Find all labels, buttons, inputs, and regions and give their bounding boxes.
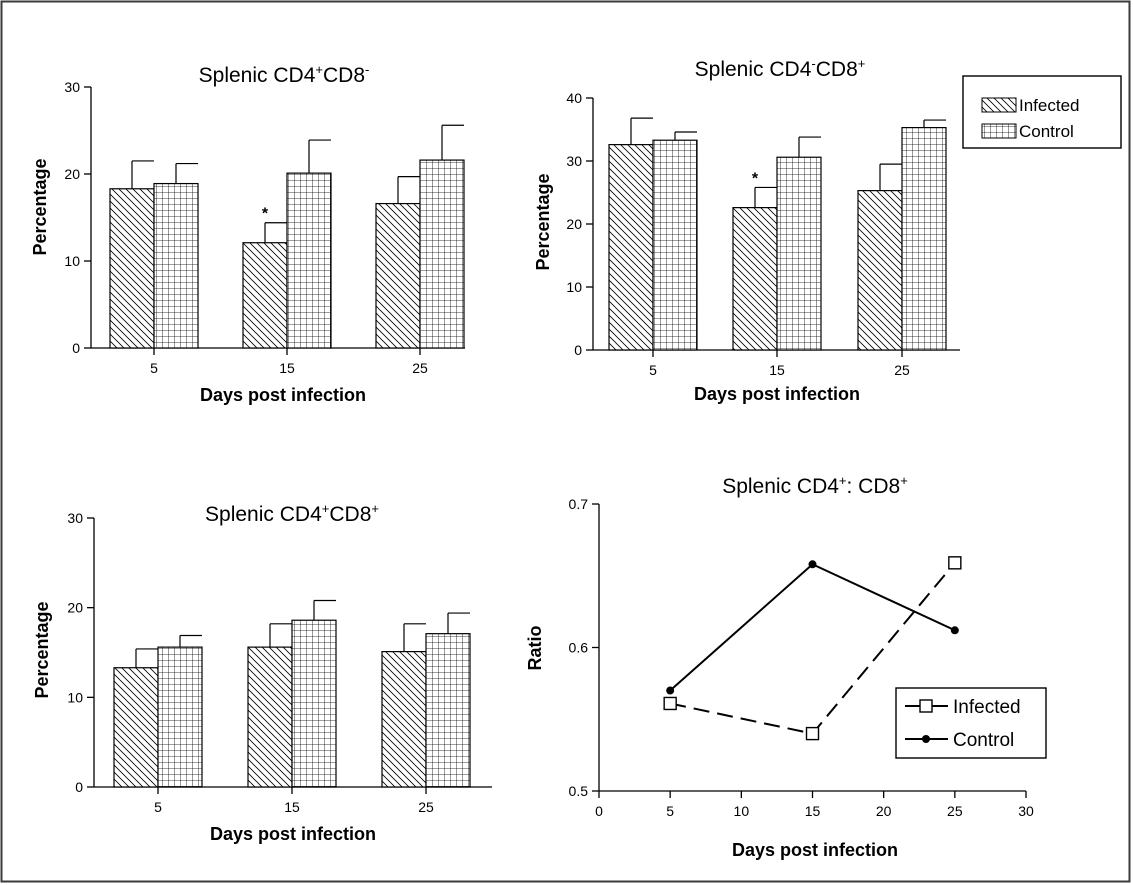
bar-control-day-5 [157, 646, 203, 788]
bar-control-day-25 [901, 127, 947, 351]
bar-control-day-25 [425, 633, 471, 788]
legend: Infected Control [895, 687, 1047, 759]
y-tick-label: 0.7 [569, 496, 589, 512]
chart-title: Splenic CD4+CD8+ [205, 501, 379, 526]
chart-title: Splenic CD4-CD8+ [695, 56, 866, 81]
y-tick-label: 0.6 [569, 640, 589, 656]
y-tick-label: 10 [566, 279, 582, 295]
bar-control-day-25 [419, 159, 465, 349]
legend-marker-control [922, 735, 930, 743]
y-tick-label: 20 [67, 600, 83, 616]
panel-splenic-cd4pos-cd8neg: Splenic CD4+CD8- 0 10 20 30 5 15 25 * Days pos… [30, 62, 465, 405]
x-axis-label: Days post infection [732, 840, 898, 860]
legend-label-infected: Infected [953, 697, 1021, 718]
bar-infected-day-5 [113, 667, 159, 788]
significance-marker: * [752, 170, 759, 187]
panel-splenic-cd4-cd8-ratio: Splenic CD4+: CD8+ 0.5 0.6 0.7 0 5 10 15 20 25 30… [525, 473, 1047, 860]
bar-control-day-15 [291, 619, 337, 788]
x-tick-label: 5 [666, 803, 674, 819]
y-tick-label: 10 [64, 253, 80, 269]
panel-splenic-cd4pos-cd8pos: Splenic CD4+CD8+ 0 10 20 30 5 15 25 Days post … [32, 501, 492, 844]
legend-marker-infected [919, 699, 933, 713]
point-infected-day-5 [663, 696, 677, 711]
x-tick-label: 5 [154, 799, 162, 815]
x-tick-label: 15 [279, 360, 295, 376]
x-tick-label: 25 [894, 362, 910, 378]
x-tick-label: 10 [734, 803, 750, 819]
legend-label-control: Control [953, 730, 1014, 751]
point-control-day-25 [950, 626, 959, 635]
y-tick-label: 20 [64, 166, 80, 182]
x-axis-label: Days post infection [210, 824, 376, 844]
bar-control-day-15 [286, 172, 332, 349]
bar-infected-day-5 [109, 188, 155, 349]
y-tick-label: 30 [67, 510, 83, 526]
y-axis-label: Percentage [30, 158, 50, 255]
bar-infected-day-15 [247, 646, 293, 788]
y-tick-label: 30 [64, 79, 80, 95]
x-tick-label: 5 [150, 360, 158, 376]
point-infected-day-25 [948, 556, 962, 570]
x-tick-label: 15 [769, 362, 785, 378]
point-infected-day-15 [805, 726, 820, 741]
legend-swatch-infected [981, 97, 1017, 113]
x-tick-label: 25 [418, 799, 434, 815]
legend: Infected Control [962, 75, 1122, 149]
y-axis-label: Percentage [533, 173, 553, 270]
bar-infected-day-15 [732, 207, 778, 351]
bar-control-day-15 [776, 156, 822, 351]
y-tick-label: 0 [574, 342, 582, 358]
x-tick-label: 30 [1018, 803, 1034, 819]
y-tick-label: 20 [566, 216, 582, 232]
chart-title: Splenic CD4+CD8- [199, 62, 370, 87]
y-axis-label: Ratio [525, 625, 545, 670]
y-tick-label: 0 [72, 340, 80, 356]
bar-infected-day-25 [381, 651, 427, 788]
significance-marker: * [262, 206, 269, 223]
legend-swatch-control [981, 123, 1017, 139]
bar-control-day-5 [153, 182, 199, 349]
x-tick-label: 15 [284, 799, 300, 815]
y-tick-label: 0 [75, 779, 83, 795]
x-axis-label: Days post infection [200, 385, 366, 405]
y-axis-label: Percentage [32, 601, 52, 698]
panel-splenic-cd4neg-cd8pos: Splenic CD4-CD8+ 0 10 20 30 40 5 15 25 * Days p… [533, 56, 1122, 404]
bar-infected-day-25 [857, 190, 903, 351]
x-axis-label: Days post infection [694, 384, 860, 404]
y-tick-label: 10 [67, 689, 83, 705]
x-tick-label: 0 [595, 803, 603, 819]
point-control-day-5 [666, 686, 675, 695]
point-control-day-15 [808, 560, 817, 569]
y-tick-label: 40 [566, 90, 582, 106]
x-tick-label: 25 [947, 803, 963, 819]
x-tick-label: 20 [876, 803, 892, 819]
x-tick-label: 15 [805, 803, 821, 819]
y-tick-label: 30 [566, 153, 582, 169]
chart-title: Splenic CD4+: CD8+ [722, 473, 908, 498]
legend-label-control: Control [1019, 122, 1074, 141]
x-tick-label: 25 [412, 360, 428, 376]
y-tick-label: 0.5 [569, 783, 589, 799]
bar-infected-day-25 [375, 202, 421, 349]
x-tick-label: 5 [649, 362, 657, 378]
legend-label-infected: Infected [1019, 96, 1080, 115]
bar-control-day-5 [652, 139, 698, 351]
bar-infected-day-15 [242, 242, 288, 349]
bar-infected-day-5 [608, 144, 654, 351]
